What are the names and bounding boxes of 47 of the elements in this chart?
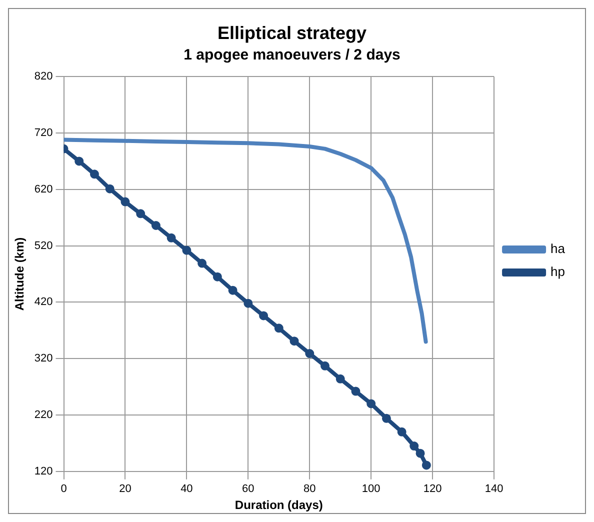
x-tick-label: 20 bbox=[119, 483, 132, 496]
point bbox=[351, 386, 360, 396]
point bbox=[228, 286, 238, 295]
legend-label: hp bbox=[550, 264, 566, 280]
x-tick-label: 60 bbox=[242, 483, 254, 496]
y-tick-label: 520 bbox=[34, 240, 53, 252]
point bbox=[320, 361, 330, 370]
legend-label: ha bbox=[550, 241, 566, 256]
x-tick-label: 80 bbox=[304, 483, 316, 496]
x-tick-label: 40 bbox=[180, 483, 193, 496]
point bbox=[182, 246, 192, 255]
point bbox=[212, 272, 222, 282]
point bbox=[259, 311, 268, 320]
point bbox=[90, 170, 99, 179]
point bbox=[120, 197, 130, 206]
y-tick-label: 820 bbox=[34, 70, 53, 83]
point bbox=[366, 399, 376, 408]
chart-title: Elliptical strategy bbox=[217, 22, 367, 43]
point bbox=[136, 209, 146, 218]
point bbox=[422, 460, 431, 470]
point bbox=[336, 374, 345, 384]
point bbox=[166, 233, 176, 242]
point bbox=[416, 448, 425, 458]
y-tick-label: 320 bbox=[34, 352, 53, 365]
y-tick-label: 220 bbox=[34, 409, 53, 422]
point bbox=[397, 427, 406, 436]
point bbox=[105, 184, 114, 194]
x-tick-label: 120 bbox=[423, 483, 442, 496]
point bbox=[305, 349, 314, 358]
y-tick-label: 420 bbox=[34, 296, 53, 308]
point bbox=[74, 156, 84, 166]
y-tick-label: 120 bbox=[34, 465, 53, 478]
point bbox=[244, 298, 253, 308]
point bbox=[382, 414, 391, 423]
point bbox=[274, 324, 284, 333]
point bbox=[410, 442, 419, 451]
y-tick-label: 620 bbox=[34, 183, 53, 196]
y-tick-label: 720 bbox=[34, 127, 53, 140]
point bbox=[198, 258, 207, 268]
point bbox=[151, 220, 160, 230]
y-axis-title: Altitude (km) bbox=[12, 237, 27, 311]
x-tick-label: 140 bbox=[484, 483, 504, 496]
x-axis-title: Duration (days) bbox=[234, 498, 323, 512]
chart-subtitle: 1 apogee manoeuvers / 2 days bbox=[184, 46, 400, 64]
point bbox=[290, 336, 299, 346]
x-tick-label: 0 bbox=[60, 483, 67, 496]
x-tick-label: 100 bbox=[362, 483, 380, 496]
